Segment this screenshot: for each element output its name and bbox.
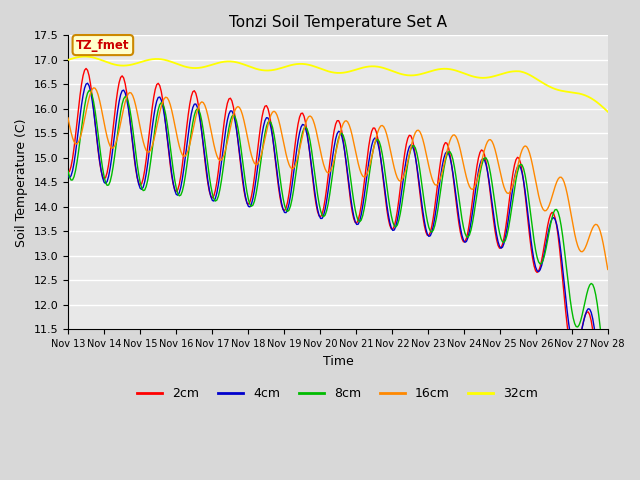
Y-axis label: Soil Temperature (C): Soil Temperature (C) xyxy=(15,118,28,247)
Legend: 2cm, 4cm, 8cm, 16cm, 32cm: 2cm, 4cm, 8cm, 16cm, 32cm xyxy=(132,383,543,406)
Title: Tonzi Soil Temperature Set A: Tonzi Soil Temperature Set A xyxy=(229,15,447,30)
Text: TZ_fmet: TZ_fmet xyxy=(76,38,130,51)
X-axis label: Time: Time xyxy=(323,355,353,368)
